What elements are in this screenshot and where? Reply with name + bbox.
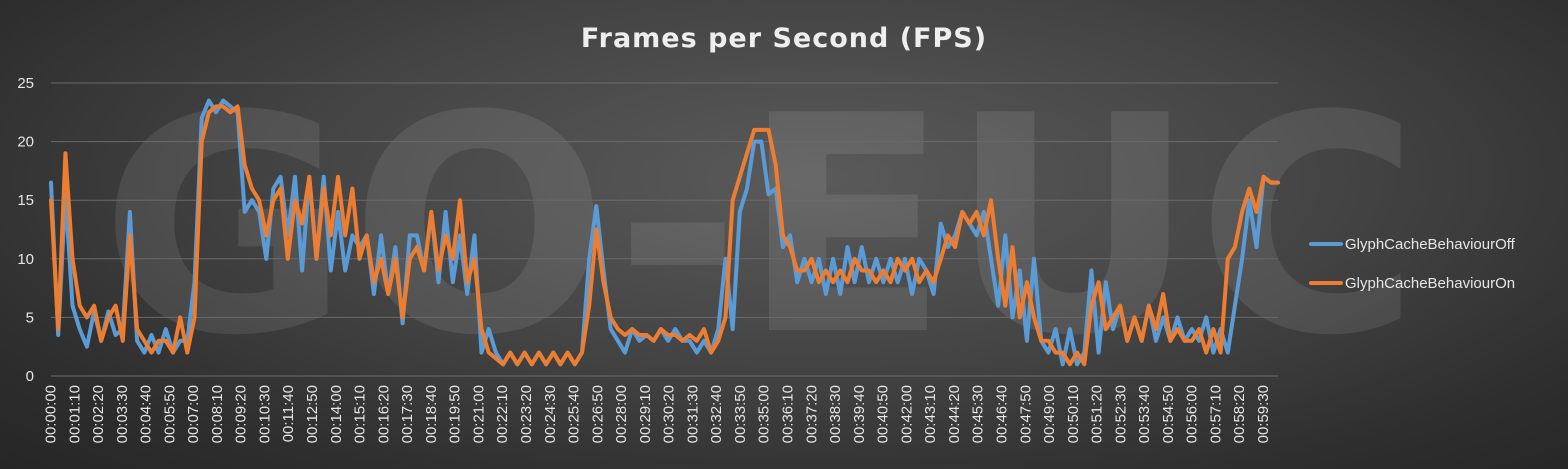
x-tick-label: 00:54:50 xyxy=(1160,385,1177,443)
x-tick-label: 00:43:10 xyxy=(922,385,939,443)
x-tick-label: 00:04:40 xyxy=(138,385,155,443)
x-tick-label: 00:46:40 xyxy=(993,385,1010,443)
x-tick-label: 00:08:10 xyxy=(209,385,226,443)
series-lines xyxy=(49,98,1280,367)
y-tick-label: 10 xyxy=(17,251,34,268)
series-line-GlyphCacheBehaviourOff xyxy=(49,98,1280,367)
y-tick-label: 25 xyxy=(17,75,34,92)
x-tick-label: 00:32:40 xyxy=(708,385,725,443)
x-tick-label: 00:30:20 xyxy=(661,385,678,443)
x-tick-label: 00:50:10 xyxy=(1065,385,1082,443)
series-line-GlyphCacheBehaviourOn xyxy=(49,104,1280,367)
y-tick-label: 20 xyxy=(17,134,34,151)
x-tick-label: 00:18:40 xyxy=(423,385,440,443)
x-tick-label: 00:33:50 xyxy=(732,385,749,443)
x-tick-label: 00:09:20 xyxy=(233,385,250,443)
x-tick-label: 00:19:50 xyxy=(447,385,464,443)
x-tick-label: 00:59:30 xyxy=(1255,385,1272,443)
x-tick-label: 00:51:20 xyxy=(1089,385,1106,443)
x-tick-label: 00:16:20 xyxy=(375,385,392,443)
chart-title: Frames per Second (FPS) xyxy=(581,23,987,54)
x-tick-label: 00:25:40 xyxy=(566,385,583,443)
x-tick-label: 00:14:00 xyxy=(328,385,345,443)
gridlines xyxy=(51,82,1278,377)
x-tick-label: 00:01:10 xyxy=(66,385,83,443)
x-tick-label: 00:56:00 xyxy=(1184,385,1201,443)
x-tick-label: 00:22:10 xyxy=(494,385,511,443)
x-tick-label: 00:53:40 xyxy=(1136,385,1153,443)
x-tick-label: 00:35:00 xyxy=(756,385,773,443)
x-tick-label: 00:31:30 xyxy=(684,385,701,443)
x-axis-tick-labels: 00:00:00 00:01:10 00:02:20 00:03:30 00:04:40… xyxy=(43,385,1273,443)
y-tick-label: 0 xyxy=(26,368,34,385)
x-tick-label: 00:24:30 xyxy=(542,385,559,443)
x-tick-label: 00:07:00 xyxy=(185,385,202,443)
legend: GlyphCacheBehaviourOff GlyphCacheBehaviou… xyxy=(1309,236,1516,292)
x-tick-label: 00:28:00 xyxy=(613,385,630,443)
x-tick-label: 00:00:00 xyxy=(43,385,60,443)
x-tick-label: 00:11:40 xyxy=(280,385,297,442)
x-tick-label: 00:03:30 xyxy=(114,385,131,443)
x-tick-label: 00:39:40 xyxy=(851,385,868,443)
y-tick-label: 5 xyxy=(26,309,34,326)
x-tick-label: 00:52:30 xyxy=(1112,385,1129,443)
y-tick-label: 15 xyxy=(17,192,34,209)
x-tick-label: 00:10:30 xyxy=(256,385,273,443)
x-tick-label: 00:36:10 xyxy=(780,385,797,443)
x-tick-label: 00:47:50 xyxy=(1017,385,1034,443)
x-tick-label: 00:37:20 xyxy=(803,385,820,443)
x-tick-label: 00:45:30 xyxy=(970,385,987,443)
x-tick-label: 00:15:10 xyxy=(352,385,369,443)
x-tick-label: 00:02:20 xyxy=(90,385,107,443)
legend-label: GlyphCacheBehaviourOff xyxy=(1345,236,1516,253)
x-tick-label: 00:40:50 xyxy=(875,385,892,443)
legend-label: GlyphCacheBehaviourOn xyxy=(1345,275,1515,292)
x-tick-label: 00:58:20 xyxy=(1231,385,1248,443)
x-tick-label: 00:21:00 xyxy=(470,385,487,443)
x-tick-label: 00:57:10 xyxy=(1207,385,1224,443)
x-tick-label: 00:23:20 xyxy=(518,385,535,443)
x-tick-label: 00:44:20 xyxy=(946,385,963,443)
x-tick-label: 00:29:10 xyxy=(637,385,654,443)
x-tick-label: 00:12:50 xyxy=(304,385,321,443)
x-tick-label: 00:49:00 xyxy=(1041,385,1058,443)
x-tick-label: 00:42:00 xyxy=(898,385,915,443)
x-tick-label: 00:38:30 xyxy=(827,385,844,443)
x-tick-label: 00:17:30 xyxy=(399,385,416,443)
x-tick-label: 00:05:50 xyxy=(161,385,178,443)
y-axis-tick-labels: 0 5 10 15 20 25 xyxy=(17,75,34,385)
x-tick-label: 00:26:50 xyxy=(589,385,606,443)
